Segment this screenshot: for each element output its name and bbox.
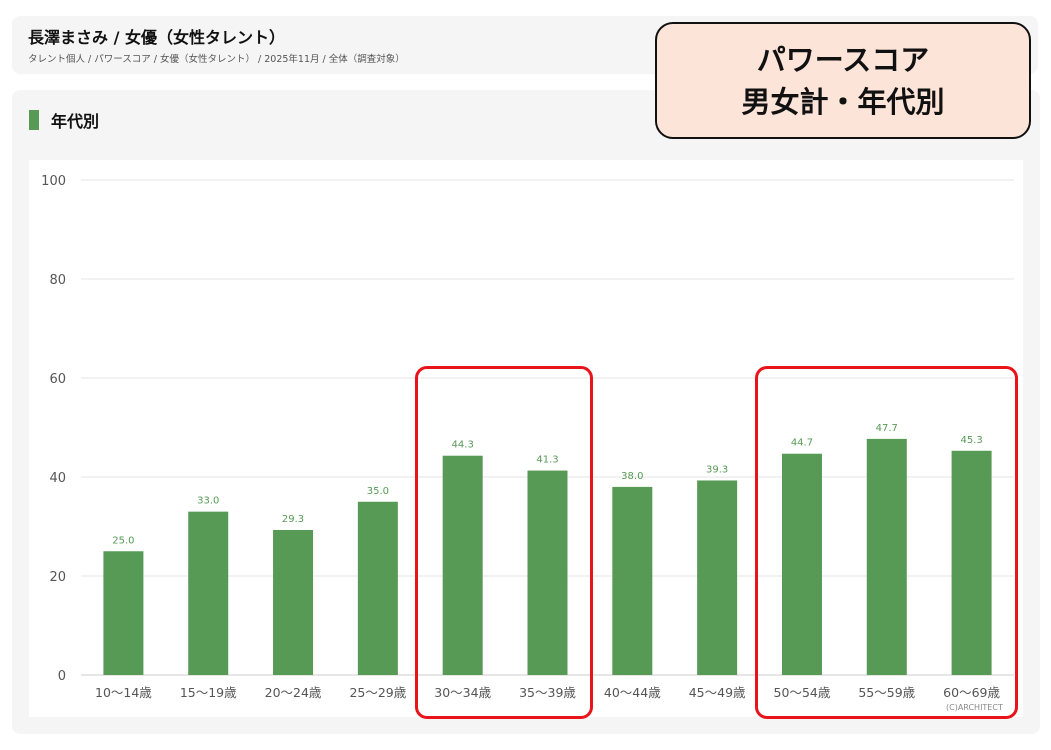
- callout-line-2: 男女計・年代別: [741, 84, 945, 119]
- y-tick-label: 40: [49, 471, 66, 486]
- data-label: 47.7: [876, 423, 898, 434]
- bar: [357, 501, 398, 675]
- copyright-text: (C)ARCHITECT: [946, 703, 1003, 712]
- section-marker: [29, 110, 39, 130]
- bar-chart: 0 20 40 60 80 100 25.0 10〜14歳 33.0 15〜19歳 29.3 20〜2…: [41, 174, 1014, 700]
- x-tick-label: 35〜39歳: [519, 685, 576, 700]
- data-label: 25.0: [112, 535, 134, 546]
- x-tick-label: 55〜59歳: [858, 685, 915, 700]
- bar: [527, 470, 568, 675]
- callout-box: パワースコア 男女計・年代別: [655, 22, 1031, 139]
- data-label: 41.3: [536, 455, 558, 466]
- x-tick-label: 20〜24歳: [265, 685, 322, 700]
- y-tick-label: 100: [41, 174, 66, 189]
- highlight-box-50s-60s: [755, 366, 1018, 719]
- bar: [697, 480, 738, 675]
- talent-title: 長澤まさみ / 女優（女性タレント）: [28, 28, 285, 47]
- x-tick-label: 50〜54歳: [774, 685, 831, 700]
- y-tick-label: 60: [49, 372, 66, 387]
- bar: [866, 438, 907, 675]
- data-label: 38.0: [621, 471, 643, 482]
- x-tick-label: 60〜69歳: [943, 685, 1000, 700]
- bar: [273, 529, 314, 675]
- bar: [442, 455, 483, 675]
- data-label: 45.3: [960, 435, 982, 446]
- x-tick-label: 10〜14歳: [95, 685, 152, 700]
- x-tick-label: 45〜49歳: [689, 685, 746, 700]
- data-label: 39.3: [706, 464, 728, 475]
- chart-panel: 0 20 40 60 80 100 25.0 10〜14歳 33.0 15〜19歳 29.3 20〜2…: [29, 160, 1023, 717]
- data-label: 33.0: [197, 496, 219, 507]
- data-label: 35.0: [367, 486, 389, 497]
- bar: [103, 551, 144, 675]
- data-label: 44.7: [791, 438, 813, 449]
- highlight-box-30s: [415, 366, 593, 719]
- section-title: 年代別: [51, 112, 100, 131]
- x-tick-label: 40〜44歳: [604, 685, 661, 700]
- bar: [188, 511, 229, 675]
- x-tick-label: 25〜29歳: [349, 685, 406, 700]
- x-tick-label: 30〜34歳: [434, 685, 491, 700]
- breadcrumb: タレント個人 / パワースコア / 女優（女性タレント） / 2025年11月 …: [28, 54, 405, 65]
- x-tick-label: 15〜19歳: [180, 685, 237, 700]
- data-label: 29.3: [282, 514, 304, 525]
- bar: [951, 450, 992, 675]
- data-label: 44.3: [452, 440, 474, 451]
- y-tick-label: 80: [49, 273, 66, 288]
- y-tick-label: 20: [49, 570, 66, 585]
- y-tick-label: 0: [58, 669, 66, 684]
- bar: [781, 453, 822, 675]
- callout-line-1: パワースコア: [756, 42, 930, 77]
- bar: [612, 486, 653, 675]
